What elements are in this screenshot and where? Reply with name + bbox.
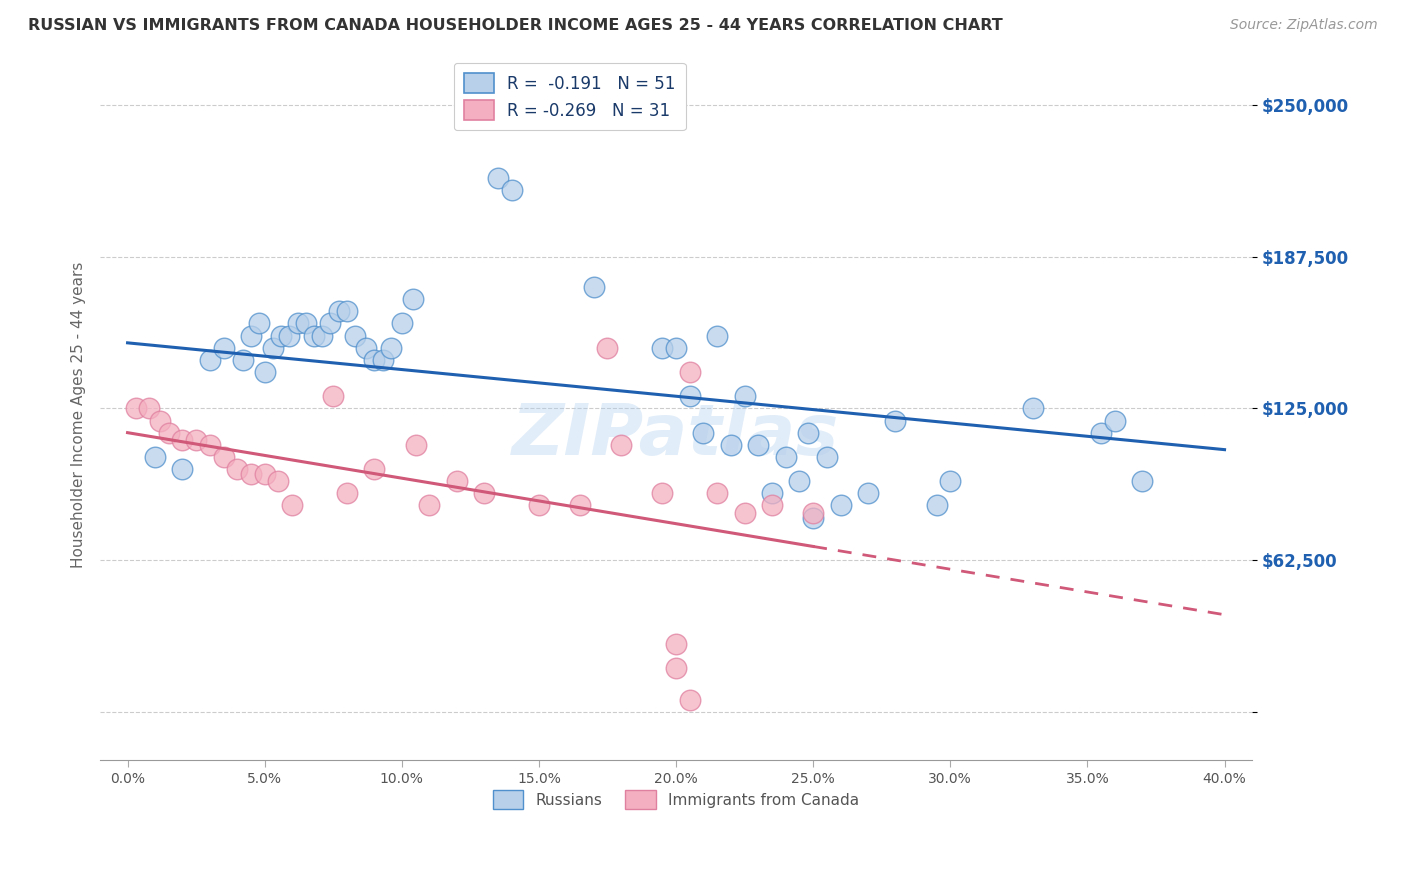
Point bbox=[501, 183, 523, 197]
Point bbox=[1021, 401, 1043, 416]
Point bbox=[692, 425, 714, 440]
Point bbox=[472, 486, 495, 500]
Text: ZIPatlas: ZIPatlas bbox=[512, 401, 839, 470]
Point bbox=[486, 170, 509, 185]
Point bbox=[610, 438, 633, 452]
Point bbox=[734, 506, 756, 520]
Point bbox=[157, 425, 180, 440]
Point bbox=[302, 328, 325, 343]
Point bbox=[278, 328, 301, 343]
Point bbox=[720, 438, 742, 452]
Point bbox=[212, 341, 235, 355]
Point bbox=[281, 499, 304, 513]
Point bbox=[247, 317, 270, 331]
Point bbox=[706, 328, 728, 343]
Point bbox=[212, 450, 235, 464]
Point bbox=[1104, 413, 1126, 427]
Point bbox=[405, 438, 427, 452]
Point bbox=[295, 317, 318, 331]
Point bbox=[706, 486, 728, 500]
Point bbox=[226, 462, 249, 476]
Point bbox=[679, 389, 702, 403]
Point bbox=[336, 486, 359, 500]
Point bbox=[363, 352, 385, 367]
Point bbox=[371, 352, 394, 367]
Point bbox=[665, 661, 688, 675]
Point bbox=[267, 474, 290, 488]
Point bbox=[446, 474, 468, 488]
Point bbox=[239, 467, 262, 481]
Point bbox=[319, 317, 342, 331]
Point bbox=[354, 341, 377, 355]
Point bbox=[143, 450, 166, 464]
Point bbox=[801, 506, 824, 520]
Point bbox=[665, 637, 688, 651]
Point bbox=[391, 317, 413, 331]
Point bbox=[796, 425, 818, 440]
Point bbox=[328, 304, 350, 318]
Point bbox=[884, 413, 907, 427]
Point bbox=[582, 280, 605, 294]
Point bbox=[789, 474, 811, 488]
Point bbox=[336, 304, 359, 318]
Point bbox=[322, 389, 344, 403]
Point bbox=[380, 341, 402, 355]
Point bbox=[287, 317, 309, 331]
Point bbox=[734, 389, 756, 403]
Point bbox=[270, 328, 292, 343]
Point bbox=[1090, 425, 1112, 440]
Point bbox=[1130, 474, 1153, 488]
Point bbox=[815, 450, 838, 464]
Point bbox=[596, 341, 619, 355]
Point bbox=[344, 328, 367, 343]
Point bbox=[747, 438, 769, 452]
Point bbox=[856, 486, 879, 500]
Point bbox=[184, 433, 207, 447]
Point bbox=[679, 692, 702, 706]
Point bbox=[172, 462, 194, 476]
Point bbox=[761, 486, 783, 500]
Text: Source: ZipAtlas.com: Source: ZipAtlas.com bbox=[1230, 18, 1378, 32]
Point bbox=[172, 433, 194, 447]
Point bbox=[761, 499, 783, 513]
Point bbox=[262, 341, 284, 355]
Point bbox=[239, 328, 262, 343]
Point bbox=[651, 486, 673, 500]
Point bbox=[801, 510, 824, 524]
Point bbox=[198, 438, 221, 452]
Point bbox=[939, 474, 962, 488]
Point bbox=[198, 352, 221, 367]
Point bbox=[149, 413, 172, 427]
Point bbox=[311, 328, 333, 343]
Point bbox=[138, 401, 160, 416]
Point bbox=[253, 467, 276, 481]
Point bbox=[363, 462, 385, 476]
Point bbox=[679, 365, 702, 379]
Legend: Russians, Immigrants from Canada: Russians, Immigrants from Canada bbox=[486, 784, 866, 815]
Point bbox=[527, 499, 550, 513]
Point bbox=[402, 292, 425, 306]
Point bbox=[925, 499, 948, 513]
Point bbox=[651, 341, 673, 355]
Point bbox=[125, 401, 148, 416]
Point bbox=[418, 499, 440, 513]
Y-axis label: Householder Income Ages 25 - 44 years: Householder Income Ages 25 - 44 years bbox=[72, 261, 86, 567]
Point bbox=[830, 499, 852, 513]
Point bbox=[775, 450, 797, 464]
Point bbox=[665, 341, 688, 355]
Point bbox=[232, 352, 254, 367]
Point bbox=[569, 499, 592, 513]
Point bbox=[253, 365, 276, 379]
Text: RUSSIAN VS IMMIGRANTS FROM CANADA HOUSEHOLDER INCOME AGES 25 - 44 YEARS CORRELAT: RUSSIAN VS IMMIGRANTS FROM CANADA HOUSEH… bbox=[28, 18, 1002, 33]
